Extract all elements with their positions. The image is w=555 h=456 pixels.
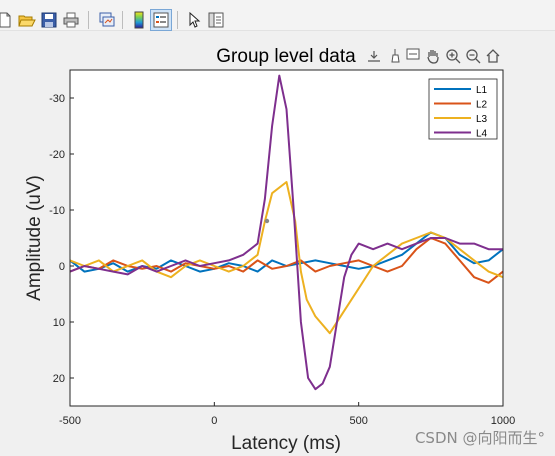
data-tips-icon	[406, 48, 420, 60]
print-figure-icon	[63, 12, 79, 28]
edit-plot-icon	[189, 12, 201, 28]
series-line-l4	[69, 74, 503, 391]
brush-icon	[391, 49, 400, 63]
edit-plot-button[interactable]	[183, 9, 205, 31]
insert-legend-button[interactable]	[150, 9, 172, 31]
new-figure-button[interactable]	[0, 9, 16, 31]
open-file-button[interactable]	[16, 9, 38, 31]
legend-label-l4: L4	[476, 129, 488, 140]
data-cursor-dot	[264, 218, 270, 224]
x-tick-label: -500	[59, 415, 81, 427]
zoom-in-button[interactable]	[445, 48, 461, 64]
x-tick-label: 500	[349, 415, 367, 427]
property-inspector-button[interactable]	[205, 9, 227, 31]
new-figure-icon	[0, 12, 11, 28]
legend-box	[428, 78, 498, 140]
pan-button[interactable]	[425, 48, 441, 64]
figure-toolbar	[0, 0, 555, 31]
home-button[interactable]	[485, 48, 501, 64]
ticks-layer: -500 0 500 1000 -30 -20 -10 0 10 20	[49, 93, 515, 427]
x-tick-label: 0	[211, 415, 217, 427]
plot-area	[70, 70, 503, 406]
series-line-l3	[69, 181, 504, 335]
zoom-in-icon	[446, 49, 461, 64]
export-button[interactable]	[366, 48, 382, 64]
property-inspector-icon	[208, 12, 224, 28]
legend-label-l3: L3	[476, 114, 488, 125]
legend: L1 L2 L3 L4	[428, 78, 498, 140]
y-tick-label: -20	[49, 149, 65, 161]
y-tick-label: -10	[49, 205, 65, 217]
x-tick-label: 1000	[491, 415, 515, 427]
home-icon	[486, 49, 500, 63]
series-line-l1	[69, 231, 504, 273]
export-icon	[368, 51, 380, 62]
legend-label-l1: L1	[476, 85, 488, 96]
axes-box	[69, 69, 504, 407]
zoom-out-button[interactable]	[465, 48, 481, 64]
y-axis-label: Amplitude (uV)	[24, 175, 45, 301]
print-figure-button[interactable]	[60, 9, 82, 31]
y-tick-label: 10	[53, 317, 65, 329]
save-figure-button[interactable]	[38, 9, 60, 31]
save-figure-icon	[41, 12, 57, 28]
data-tips-button[interactable]	[405, 48, 421, 64]
toolbar-separator	[88, 11, 89, 29]
y-tick-label: -30	[49, 93, 65, 105]
toolbar-separator	[122, 11, 123, 29]
open-file-icon	[18, 15, 36, 27]
pan-icon	[427, 50, 439, 64]
zoom-out-icon	[466, 49, 481, 64]
y-tick-label: 0	[59, 261, 65, 273]
y-tick-label: 20	[53, 373, 65, 385]
toolbar-separator	[177, 11, 178, 29]
x-axis-label: Latency (ms)	[231, 433, 341, 454]
insert-colorbar-icon	[134, 11, 144, 29]
brush-button[interactable]	[388, 48, 404, 64]
link-plot-icon	[99, 12, 115, 27]
link-plot-button[interactable]	[96, 9, 118, 31]
insert-legend-icon	[153, 12, 169, 28]
series-line-l2	[69, 237, 504, 284]
legend-label-l2: L2	[476, 100, 488, 111]
series-layer	[69, 74, 504, 391]
watermark: CSDN @向阳而生°	[414, 429, 545, 447]
insert-colorbar-button[interactable]	[128, 9, 150, 31]
chart-title: Group level data	[216, 46, 356, 67]
